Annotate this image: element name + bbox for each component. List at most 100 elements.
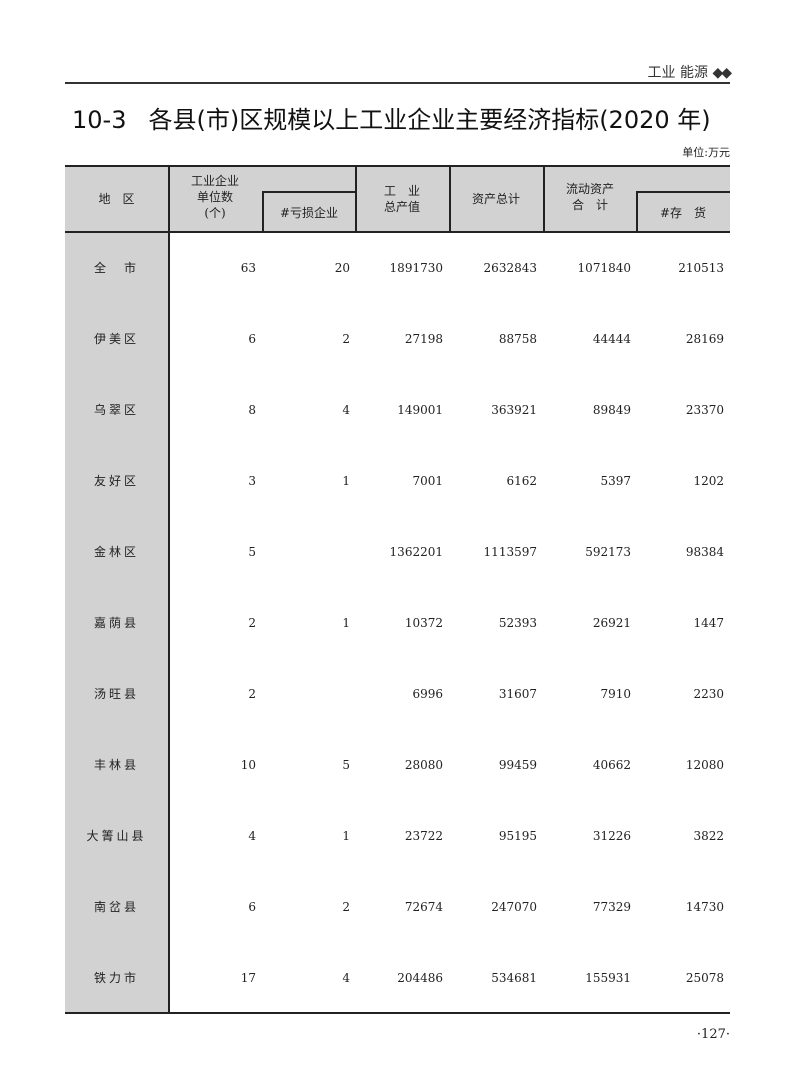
output-cell: 204486 [397,971,443,985]
region-cell: 丰林县 [93,758,139,772]
enterprises-cell: 8 [248,403,256,417]
current-assets-cell: 31226 [592,829,631,843]
table-row: 伊美区 6 2 27198 88758 44444 28169 [65,304,730,375]
total-assets-cell: 6162 [506,474,537,488]
output-cell: 28080 [404,758,443,772]
loss-making-cell: 1 [342,616,350,630]
output-cell: 72674 [404,900,443,914]
table-row: 南岔县 6 2 72674 247070 77329 14730 [65,872,730,943]
loss-making-cell: 4 [342,971,350,985]
data-table: 地 区 工业企业 单位数 (个) #亏损企业 工 业 总产值 资产总计 流动资产… [65,165,730,1014]
table-row: 大箐山县 4 1 23722 95195 31226 3822 [65,801,730,872]
header-rule [65,82,730,84]
current-assets-cell: 89849 [592,403,631,417]
header-line: 工业企业 [190,174,239,188]
current-assets-cell: 77329 [592,900,631,914]
region-cell: 大箐山县 [86,829,147,843]
diamond-ornament-icon: ◆◆ [712,65,731,81]
header-line: 总产值 [383,200,420,214]
output-cell: 23722 [404,829,443,843]
table-number: 10-3 [72,106,127,134]
loss-making-cell [262,517,350,588]
output-cell: 1362201 [389,545,443,559]
total-assets-cell: 2632843 [483,261,537,275]
enterprises-cell: 6 [248,900,256,914]
output-cell: 149001 [397,403,443,417]
region-cell: 友好区 [93,474,139,488]
enterprises-cell: 10 [240,758,256,772]
loss-making-cell: 1 [342,474,350,488]
output-cell: 1891730 [389,261,443,275]
inventory-cell: 3822 [693,829,724,843]
inventory-cell: 98384 [685,545,724,559]
total-assets-cell: 1113597 [483,545,537,559]
header-line: 工 业 [383,184,420,198]
table-row: 汤旺县 2 6996 31607 7910 2230 [65,659,730,730]
table-row: 全 市 63 20 1891730 2632843 1071840 210513 [65,233,730,304]
total-assets-cell: 99459 [498,758,537,772]
table-row: 金林区 5 1362201 1113597 592173 98384 [65,517,730,588]
current-assets-cell: 40662 [592,758,631,772]
inventory-cell: 28169 [685,332,724,346]
header-current-assets: 流动资产 合 计 [543,181,637,213]
loss-making-cell [262,659,350,730]
total-assets-cell: 31607 [498,687,537,701]
header-total-assets: 资产总计 [471,192,520,206]
inventory-cell: 12080 [685,758,724,772]
total-assets-cell: 534681 [491,971,537,985]
table-header [65,165,730,233]
current-assets-cell: 44444 [592,332,631,346]
enterprises-cell: 6 [248,332,256,346]
total-assets-cell: 363921 [491,403,537,417]
enterprises-cell: 2 [248,616,256,630]
current-assets-cell: 155931 [585,971,631,985]
enterprises-cell: 5 [248,545,256,559]
page-number: ·127· [696,1027,730,1042]
enterprises-cell: 17 [240,971,256,985]
header-output: 工 业 总产值 [355,183,449,215]
loss-making-cell: 4 [342,403,350,417]
enterprises-cell: 2 [248,687,256,701]
inventory-cell: 14730 [685,900,724,914]
region-cell: 汤旺县 [93,687,139,701]
loss-making-cell: 2 [342,332,350,346]
header-enterprises: 工业企业 单位数 (个) [168,173,262,221]
enterprises-cell: 3 [248,474,256,488]
table-row: 乌翠区 8 4 149001 363921 89849 23370 [65,375,730,446]
loss-making-cell: 20 [334,261,350,275]
inventory-cell: 23370 [685,403,724,417]
current-assets-cell: 7910 [600,687,631,701]
inventory-cell: 25078 [685,971,724,985]
enterprises-cell: 63 [240,261,256,275]
region-cell: 金林区 [93,545,139,559]
loss-making-cell: 5 [342,758,350,772]
header-line: 合 计 [571,198,608,212]
table-row: 友好区 3 1 7001 6162 5397 1202 [65,446,730,517]
total-assets-cell: 52393 [498,616,537,630]
loss-making-cell: 2 [342,900,350,914]
region-cell: 铁力市 [93,971,139,985]
total-assets-cell: 88758 [498,332,537,346]
inventory-cell: 210513 [678,261,724,275]
total-assets-cell: 95195 [498,829,537,843]
header-line: 单位数 [196,190,233,204]
region-cell: 全 市 [93,261,139,275]
current-assets-cell: 26921 [592,616,631,630]
region-cell: 嘉荫县 [93,616,139,630]
loss-making-cell: 1 [342,829,350,843]
region-cell: 乌翠区 [93,403,139,417]
region-column-bg [65,233,168,1013]
header-inventory: #存 货 [659,206,707,220]
region-cell: 南岔县 [93,900,139,914]
table-row: 嘉荫县 2 1 10372 52393 26921 1447 [65,588,730,659]
header-loss-making: #亏损企业 [279,206,339,220]
enterprises-cell: 4 [248,829,256,843]
total-assets-cell: 247070 [491,900,537,914]
region-cell: 伊美区 [93,332,139,346]
unit-label: 单位:万元 [682,146,730,159]
inventory-cell: 1447 [693,616,724,630]
table-row: 铁力市 17 4 204486 534681 155931 25078 [65,943,730,1014]
inventory-cell: 2230 [693,687,724,701]
running-header: 工业 能源 ◆◆ [648,62,732,82]
page-title: 10-3 各县(市)区规模以上工业企业主要经济指标(2020 年) [72,100,711,135]
